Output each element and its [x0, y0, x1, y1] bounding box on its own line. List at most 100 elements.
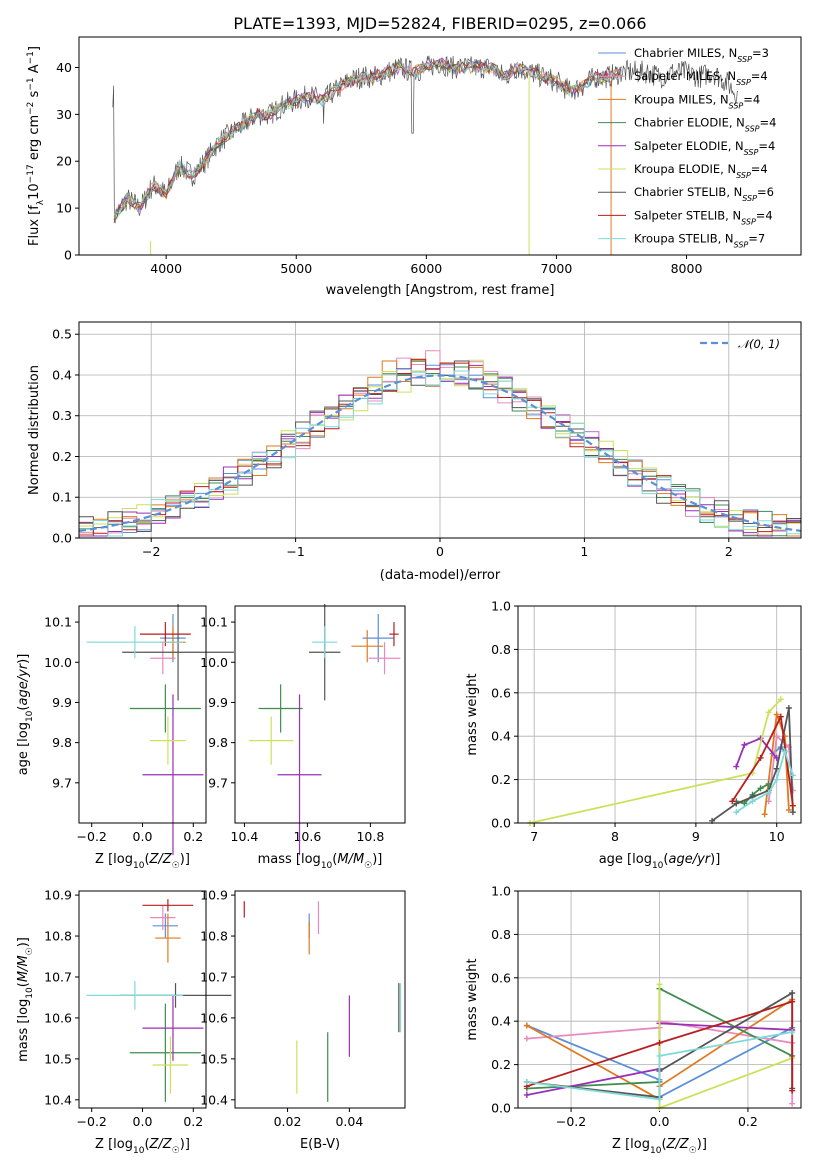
axes-frame — [517, 605, 802, 824]
weight-point-marker — [777, 696, 784, 703]
legend-label: Chabrier MILES, NSSP=3 — [634, 46, 769, 64]
model-spectrum-line — [113, 58, 622, 221]
legend-label: Salpeter ELODIE, NSSP=4 — [634, 139, 775, 157]
x-axis-label: Z [log10(Z/Z☉)] — [95, 1137, 190, 1156]
x-axis-label: Z [log10(Z/Z☉)] — [612, 1137, 707, 1156]
legend-label: 𝒩(0, 1) — [738, 337, 780, 351]
legend-label: Salpeter MILES, NSSP=4 — [634, 69, 768, 87]
weight-point-marker — [789, 998, 796, 1005]
x-tick-label: −2 — [142, 544, 160, 559]
y-tick-label: 0.1 — [52, 490, 72, 505]
weight-series-line — [735, 737, 778, 767]
y-tick-label: 0.4 — [491, 729, 511, 744]
x-tick-label: 0.04 — [335, 1114, 363, 1129]
y-tick-label: 10.4 — [200, 1092, 228, 1107]
y-tick-label: 0.8 — [491, 927, 511, 942]
y-tick-label: 0.2 — [52, 449, 72, 464]
y-tick-label: 0.0 — [491, 1101, 511, 1116]
y-tick-label: 9.9 — [52, 695, 72, 710]
x-tick-label: 0 — [436, 544, 444, 559]
weight-point-marker — [733, 809, 740, 816]
y-tick-label: 0.2 — [491, 1057, 511, 1072]
histogram-series-line — [79, 369, 801, 537]
weight-point-marker — [773, 776, 780, 783]
weight-point-marker — [785, 704, 792, 711]
x-axis-label: wavelength [Angstrom, rest frame] — [326, 283, 555, 298]
y-tick-label: 0.6 — [491, 685, 511, 700]
x-tick-label: 7000 — [541, 261, 573, 276]
y-tick-label: 0.2 — [491, 772, 511, 787]
y-tick-label: 10.4 — [44, 1092, 72, 1107]
weight-point-marker — [773, 711, 780, 718]
legend-label: Chabrier ELODIE, NSSP=4 — [634, 116, 776, 134]
x-tick-label: 6000 — [410, 261, 442, 276]
weight-point-marker — [749, 798, 756, 805]
y-tick-label: 0 — [64, 248, 72, 263]
x-tick-label: 0.0 — [650, 1114, 670, 1129]
x-tick-label: 7 — [530, 829, 538, 844]
histogram-series-line — [79, 350, 801, 537]
weight-series-line — [526, 1031, 793, 1101]
weight-point-marker — [523, 1035, 530, 1042]
y-tick-label: 9.8 — [208, 735, 228, 750]
legend-label: Kroupa STELIB, NSSP=7 — [634, 232, 765, 250]
y-tick-label: 30 — [56, 107, 72, 122]
x-tick-label: 0.2 — [183, 1114, 203, 1129]
y-tick-label: 9.7 — [208, 775, 228, 790]
x-tick-label: 0.02 — [274, 1114, 302, 1129]
y-axis-label: mass [log10(M/M☉)] — [16, 937, 35, 1062]
y-tick-label: 0.4 — [491, 1014, 511, 1029]
weight-point-marker — [656, 981, 663, 988]
figure-title: PLATE=1393, MJD=52824, FIBERID=0295, z=0… — [233, 14, 646, 33]
x-tick-label: −0.2 — [77, 1114, 107, 1129]
y-tick-label: 10.0 — [200, 655, 228, 670]
weight-series-line — [735, 748, 794, 813]
x-tick-label: −0.2 — [77, 829, 107, 844]
weight-point-marker — [733, 800, 740, 807]
y-tick-label: 0.0 — [491, 816, 511, 831]
axes-frame — [234, 890, 406, 1109]
y-tick-label: 0.8 — [491, 642, 511, 657]
x-axis-label: mass [log10(M/M☉)] — [258, 852, 383, 871]
y-tick-label: 1.0 — [491, 599, 511, 614]
y-axis-label: mass weight — [465, 673, 480, 755]
weight-point-marker — [523, 1022, 530, 1029]
x-tick-label: 5000 — [280, 261, 312, 276]
x-tick-label: 0.2 — [183, 829, 203, 844]
y-tick-label: 20 — [56, 154, 72, 169]
x-tick-label: 9 — [692, 829, 700, 844]
x-tick-label: 10.8 — [356, 829, 384, 844]
y-tick-label: 10.9 — [44, 888, 72, 903]
axes-frame — [78, 605, 207, 824]
weight-point-marker — [789, 989, 796, 996]
weight-series-line — [763, 714, 790, 815]
x-axis-label: Z [log10(Z/Z☉)] — [95, 852, 190, 871]
axes-frame — [78, 36, 802, 256]
x-tick-label: −1 — [286, 544, 304, 559]
weight-point-marker — [523, 1078, 530, 1085]
y-tick-label: 0.4 — [52, 367, 72, 382]
weight-point-marker — [741, 800, 748, 807]
weight-point-marker — [789, 809, 796, 816]
axes-frame — [78, 321, 802, 539]
weight-point-marker — [761, 811, 768, 818]
y-tick-label: 10.8 — [200, 929, 228, 944]
y-axis-label: mass weight — [465, 958, 480, 1040]
x-tick-label: 0.0 — [133, 829, 153, 844]
y-tick-label: 9.7 — [52, 775, 72, 790]
y-tick-label: 10.9 — [200, 888, 228, 903]
y-tick-label: 10.5 — [44, 1051, 72, 1066]
x-tick-label: 8 — [611, 829, 619, 844]
x-tick-label: 8000 — [671, 261, 703, 276]
weight-point-marker — [789, 1029, 796, 1036]
x-tick-label: 0.0 — [133, 1114, 153, 1129]
y-axis-label: Flux [fλ10−17 erg cm−2 s−1 A−1] — [26, 46, 46, 246]
weight-point-marker — [729, 798, 736, 805]
weight-point-marker — [777, 713, 784, 720]
histogram-series-line — [79, 358, 801, 534]
x-axis-label: age [log10(age/yr)] — [599, 852, 721, 871]
axes-frame — [517, 890, 802, 1109]
weight-series-line — [529, 698, 782, 824]
weight-point-marker — [757, 754, 764, 761]
